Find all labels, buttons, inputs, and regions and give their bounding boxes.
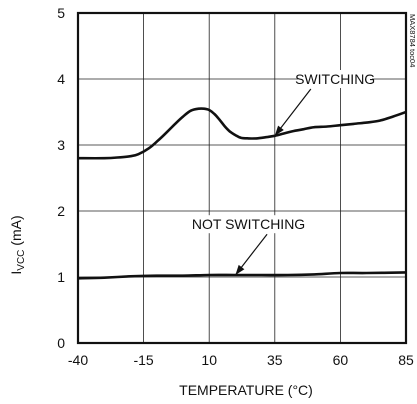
y-tick-label: 4	[57, 71, 65, 87]
x-tick-label: 35	[267, 352, 283, 368]
y-tick-label: 1	[57, 269, 65, 285]
plot-frame	[78, 13, 406, 343]
series-lines	[78, 109, 406, 279]
x-tick-label: 10	[201, 352, 217, 368]
y-axis-label: IVCC (mA)	[8, 215, 27, 274]
chart-id-watermark: MAX8784 toc04	[408, 14, 417, 67]
annotation-arrowhead	[235, 265, 244, 275]
x-tick-label: 60	[333, 352, 349, 368]
y-tick-label: 0	[57, 335, 65, 351]
x-tick-label: -15	[133, 352, 153, 368]
annotations: SWITCHING NOT SWITCHING	[192, 70, 375, 275]
x-tick-labels: -40 -15 10 35 60 85	[68, 352, 414, 368]
y-tick-label: 3	[57, 137, 65, 153]
y-axis-label-unit: (mA)	[8, 215, 24, 249]
series-annotation-label: SWITCHING	[295, 71, 375, 87]
y-axis-label-subscript: VCC	[16, 250, 27, 271]
grid-lines	[78, 13, 406, 343]
y-tick-labels: 0 1 2 3 4 5	[57, 5, 65, 351]
y-tick-label: 5	[57, 5, 65, 21]
x-tick-label: -40	[68, 352, 88, 368]
series-line-switching	[78, 109, 406, 159]
series-line-not-switching	[78, 272, 406, 278]
y-tick-label: 2	[57, 203, 65, 219]
x-axis-label: TEMPERATURE (°C)	[179, 382, 313, 398]
series-annotation-label: NOT SWITCHING	[192, 216, 305, 232]
x-tick-label: 85	[398, 352, 414, 368]
